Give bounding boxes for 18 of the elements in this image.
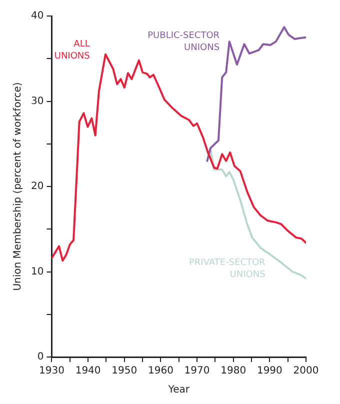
x-axis-title: Year xyxy=(167,384,190,396)
y-tick-label: 10 xyxy=(30,266,44,278)
y-tick-label: 30 xyxy=(30,96,44,107)
series-label: PUBLIC-SECTOR UNIONS xyxy=(148,31,220,54)
x-tick-label: 1930 xyxy=(39,366,64,377)
y-tick-label: 0 xyxy=(37,352,44,363)
series-label: PRIVATE-SECTOR UNIONS xyxy=(188,258,266,280)
x-tick-label: 1990 xyxy=(256,366,282,377)
x-tick-label: 1970 xyxy=(184,366,210,377)
x-tick-label: 1940 xyxy=(75,366,101,377)
x-tick-label: 2000 xyxy=(293,366,319,377)
x-tick-label: 1980 xyxy=(220,366,246,377)
x-tick-label: 1960 xyxy=(148,366,174,377)
y-axis-title: Union Membership (percent of workforce) xyxy=(12,82,24,291)
y-tick-label: 20 xyxy=(30,181,44,192)
series-label: ALL UNIONS xyxy=(54,40,90,62)
x-tick-label: 1950 xyxy=(112,366,138,377)
y-tick-label: 40 xyxy=(30,10,44,22)
